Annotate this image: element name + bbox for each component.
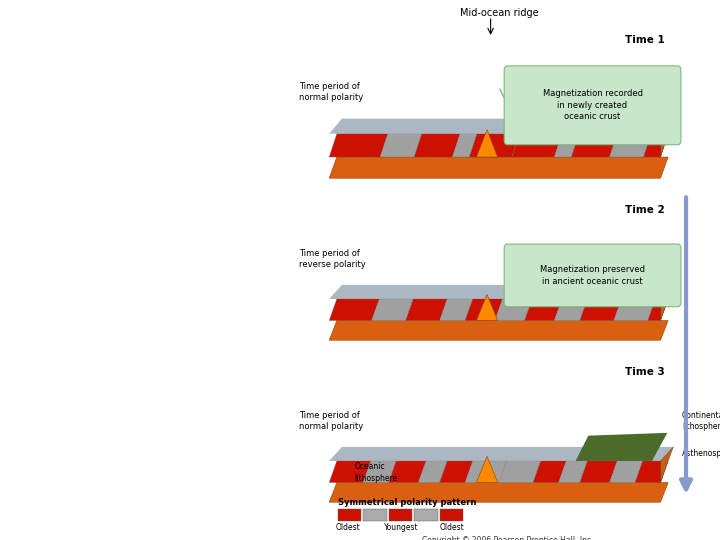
Polygon shape	[329, 119, 673, 134]
Polygon shape	[380, 134, 422, 157]
Polygon shape	[477, 130, 498, 157]
Polygon shape	[610, 461, 643, 483]
Text: Copyright © 2006 Pearson Prentice Hall, Inc.: Copyright © 2006 Pearson Prentice Hall, …	[422, 536, 593, 540]
Polygon shape	[559, 461, 588, 483]
Text: Time period of
normal polarity: Time period of normal polarity	[300, 411, 364, 431]
FancyBboxPatch shape	[504, 66, 681, 145]
Polygon shape	[440, 299, 473, 321]
Polygon shape	[405, 299, 447, 321]
Polygon shape	[329, 134, 388, 157]
Text: Time 3: Time 3	[625, 367, 665, 377]
Text: Oldest: Oldest	[336, 523, 361, 532]
Text: Time period of
normal polarity: Time period of normal polarity	[300, 82, 364, 102]
Polygon shape	[554, 134, 579, 157]
Polygon shape	[329, 321, 668, 340]
Text: Oldest: Oldest	[440, 523, 464, 532]
Text: Mid-ocean ridge: Mid-ocean ridge	[460, 8, 539, 18]
Polygon shape	[499, 461, 541, 483]
Polygon shape	[644, 134, 668, 157]
Polygon shape	[329, 483, 668, 502]
Polygon shape	[660, 447, 673, 483]
Text: Time 2: Time 2	[625, 205, 665, 215]
Polygon shape	[329, 285, 673, 299]
Polygon shape	[414, 134, 460, 157]
Text: Time period of
reverse polarity: Time period of reverse polarity	[300, 249, 366, 269]
Text: Symmetrical polarity pattern: Symmetrical polarity pattern	[338, 497, 476, 507]
Bar	[440, 509, 463, 521]
Polygon shape	[477, 456, 498, 483]
Polygon shape	[329, 447, 673, 461]
Polygon shape	[575, 271, 667, 299]
Bar	[414, 509, 438, 521]
Polygon shape	[572, 134, 617, 157]
Text: Time 1: Time 1	[625, 35, 665, 45]
Polygon shape	[477, 294, 498, 321]
Polygon shape	[580, 299, 621, 321]
Polygon shape	[329, 299, 379, 321]
Polygon shape	[575, 104, 667, 134]
Polygon shape	[660, 285, 673, 321]
Text: Oceanic
lithosphere: Oceanic lithosphere	[355, 462, 398, 483]
Polygon shape	[613, 299, 655, 321]
Polygon shape	[329, 461, 371, 483]
Bar	[389, 509, 412, 521]
Polygon shape	[580, 461, 617, 483]
Text: Asthenosphere: Asthenosphere	[682, 449, 720, 458]
Text: The magnetic record of
ocean crust:: The magnetic record of ocean crust:	[14, 19, 246, 60]
Text: The normal and reversed
fields are recorded as a
set of matched strips on
either: The normal and reversed fields are recor…	[14, 105, 256, 335]
Polygon shape	[363, 461, 396, 483]
Text: Magnetization recorded
in newly created
oceanic crust: Magnetization recorded in newly created …	[543, 89, 642, 122]
Polygon shape	[389, 461, 426, 483]
Polygon shape	[525, 299, 562, 321]
Polygon shape	[512, 134, 562, 157]
Polygon shape	[533, 461, 566, 483]
Polygon shape	[660, 119, 673, 157]
Polygon shape	[329, 157, 668, 178]
Text: Animation.: Animation.	[14, 489, 120, 507]
Polygon shape	[372, 299, 413, 321]
Polygon shape	[465, 299, 503, 321]
Polygon shape	[452, 134, 477, 157]
Polygon shape	[554, 299, 588, 321]
Polygon shape	[465, 461, 507, 483]
Polygon shape	[610, 134, 651, 157]
Text: Youngest: Youngest	[384, 523, 419, 532]
Polygon shape	[440, 461, 473, 483]
Bar	[338, 509, 361, 521]
Text: Magnetization preserved
in ancient oceanic crust: Magnetization preserved in ancient ocean…	[540, 265, 645, 286]
Polygon shape	[469, 134, 520, 157]
Polygon shape	[575, 433, 667, 461]
FancyBboxPatch shape	[504, 244, 681, 307]
Polygon shape	[648, 299, 668, 321]
Text: Continental
lithosphere: Continental lithosphere	[682, 411, 720, 431]
Polygon shape	[635, 461, 668, 483]
Polygon shape	[495, 299, 532, 321]
Bar	[363, 509, 387, 521]
Polygon shape	[418, 461, 447, 483]
